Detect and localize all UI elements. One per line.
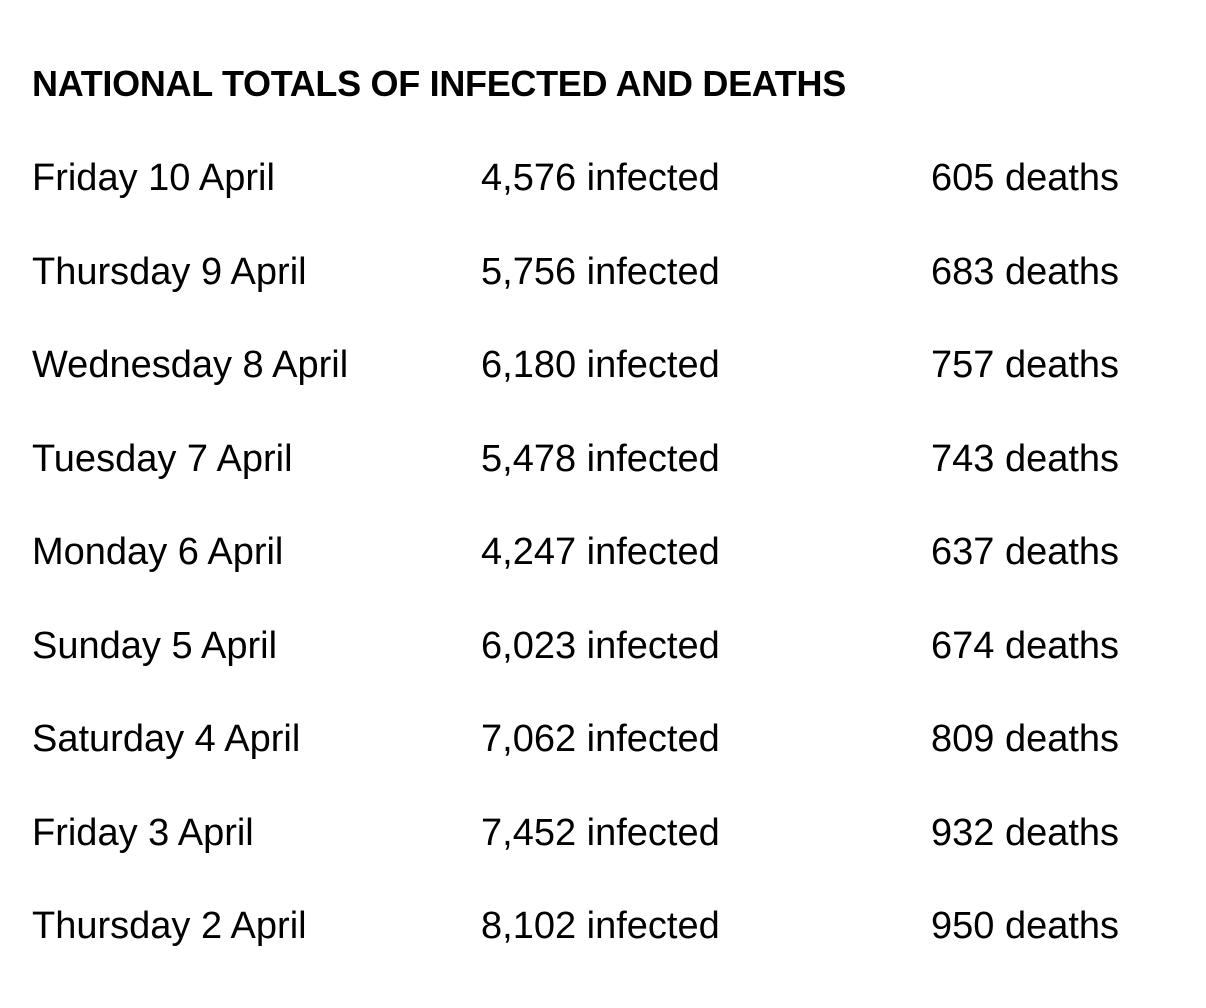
date-cell: Thursday 9 April bbox=[32, 250, 307, 293]
document-title: NATIONAL TOTALS OF INFECTED AND DEATHS bbox=[32, 63, 846, 104]
infected-cell: 8,102 infected bbox=[481, 905, 720, 947]
deaths-cell: 637 deaths bbox=[931, 531, 1120, 573]
deaths-cell: 932 deaths bbox=[931, 811, 1120, 854]
infected-cell: 7,062 infected bbox=[481, 718, 720, 760]
deaths-cell: 605 deaths bbox=[931, 157, 1120, 199]
infected-cell: 4,576 infected bbox=[481, 157, 720, 199]
deaths-cell: 743 deaths bbox=[931, 437, 1120, 480]
infected-cell: 6,023 infected bbox=[481, 624, 720, 667]
list-item: Wednesday 8 April 6,180 infected 757 dea… bbox=[0, 339, 1206, 433]
deaths-cell: 757 deaths bbox=[931, 344, 1120, 386]
list-item: Saturday 4 April 7,062 infected 809 deat… bbox=[0, 713, 1206, 807]
deaths-cell: 683 deaths bbox=[931, 250, 1120, 293]
date-cell: Sunday 5 April bbox=[32, 624, 278, 667]
infected-cell: 5,478 infected bbox=[481, 437, 720, 480]
list-item: Thursday 2 April 8,102 infected 950 deat… bbox=[0, 900, 1206, 994]
list-item: Tuesday 7 April 5,478 infected 743 death… bbox=[0, 433, 1206, 527]
deaths-cell: 674 deaths bbox=[931, 624, 1120, 667]
list-item: Friday 3 April 7,452 infected 932 deaths bbox=[0, 807, 1206, 901]
list-item: Monday 6 April 4,247 infected 637 deaths bbox=[0, 526, 1206, 620]
date-cell: Monday 6 April bbox=[32, 531, 284, 573]
date-cell: Thursday 2 April bbox=[32, 905, 307, 947]
date-cell: Friday 10 April bbox=[32, 157, 275, 199]
date-cell: Saturday 4 April bbox=[32, 718, 301, 760]
deaths-cell: 950 deaths bbox=[931, 905, 1120, 947]
infected-cell: 6,180 infected bbox=[481, 344, 720, 386]
list-item: Thursday 9 April 5,756 infected 683 deat… bbox=[0, 246, 1206, 340]
deaths-cell: 809 deaths bbox=[931, 718, 1120, 760]
date-cell: Friday 3 April bbox=[32, 811, 254, 854]
list-item: Friday 10 April 4,576 infected 605 death… bbox=[0, 152, 1206, 246]
totals-list: Friday 10 April 4,576 infected 605 death… bbox=[0, 152, 1206, 994]
list-item: Sunday 5 April 6,023 infected 674 deaths bbox=[0, 620, 1206, 714]
infected-cell: 5,756 infected bbox=[481, 250, 720, 293]
infected-cell: 4,247 infected bbox=[481, 531, 720, 573]
date-cell: Wednesday 8 April bbox=[32, 344, 349, 386]
date-cell: Tuesday 7 April bbox=[32, 437, 293, 480]
infected-cell: 7,452 infected bbox=[481, 811, 720, 854]
